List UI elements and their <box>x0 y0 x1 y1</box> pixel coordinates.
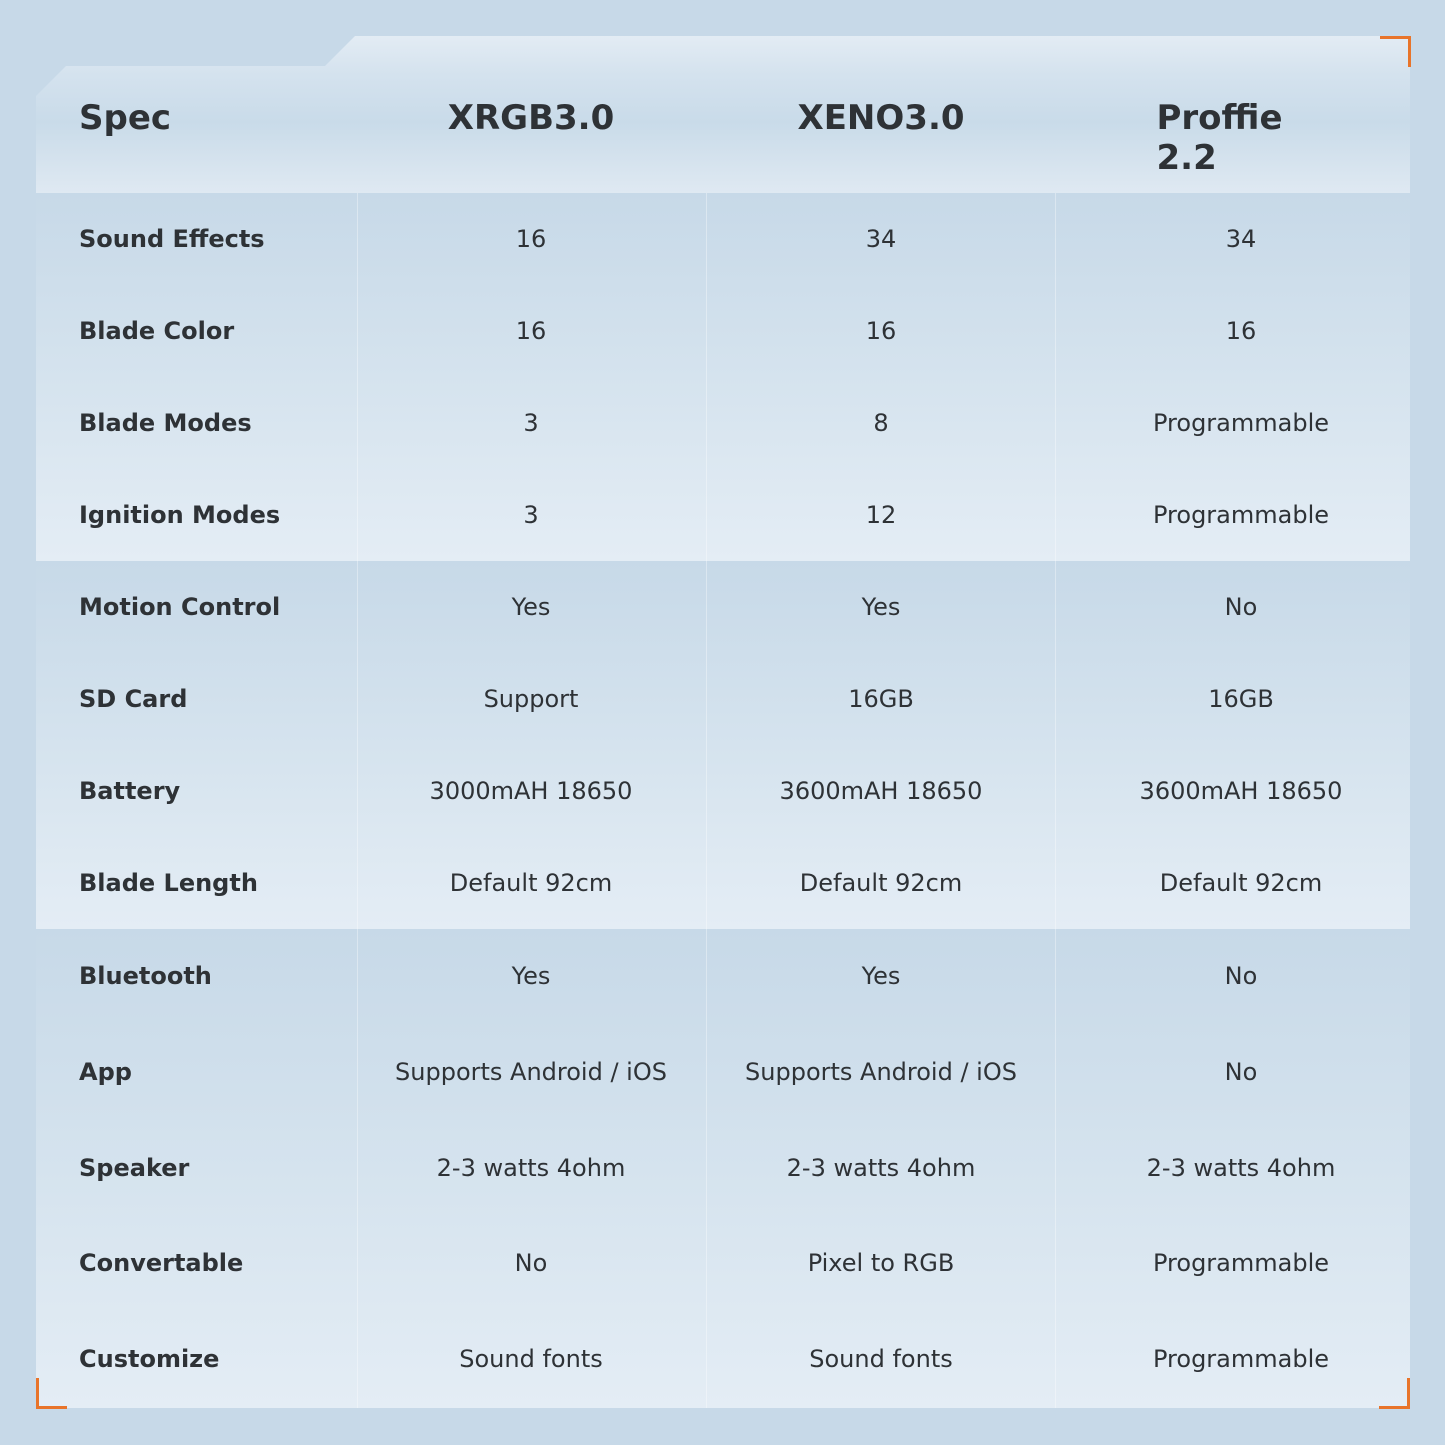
spec-value: 16 <box>1225 317 1257 345</box>
spec-label: SD Card <box>79 685 188 713</box>
spec-value: Sound fonts <box>459 1345 603 1374</box>
spec-value: 34 <box>865 225 897 253</box>
table-row: Blade Length Default 92cm Default 92cm Defa… <box>36 837 1410 929</box>
spec-value: Programmable <box>1152 1345 1330 1374</box>
spec-label: Motion Control <box>79 593 281 621</box>
corner-accent-top-right <box>1380 36 1411 67</box>
column-divider <box>357 193 358 1408</box>
spec-value: 2-3 watts 4ohm <box>786 1153 976 1182</box>
spec-value: 2-3 watts 4ohm <box>1146 1153 1336 1182</box>
spec-value: Default 92cm <box>799 869 963 897</box>
table-row: Customize Sound fonts Sound fonts Programma… <box>36 1312 1410 1408</box>
header-spec: Spec <box>79 98 172 138</box>
spec-value: Supports Android / iOS <box>745 1057 1017 1086</box>
spec-value: 16GB <box>1208 685 1274 713</box>
spec-value: No <box>1224 1057 1258 1086</box>
table-row: Battery 3000mAH 18650 3600mAH 18650 3600mAH… <box>36 745 1410 837</box>
spec-value: Sound fonts <box>809 1345 953 1374</box>
spec-value: Yes <box>511 962 551 990</box>
spec-value: Support <box>483 685 579 713</box>
spec-label: Battery <box>79 777 181 805</box>
header-product-xrgb: XRGB3.0 <box>447 98 615 138</box>
spec-value: 3600mAH 18650 <box>779 777 983 805</box>
spec-label: Blade Modes <box>79 409 252 437</box>
table-row: Ignition Modes 3 12 Programmable <box>36 469 1410 561</box>
spec-value: 16 <box>515 225 547 253</box>
spec-value: 8 <box>873 409 889 437</box>
header-product-proffie: Proffie 2.2 <box>1156 98 1283 178</box>
spec-value: No <box>514 1249 548 1278</box>
spec-value: 34 <box>1225 225 1257 253</box>
table-row: Convertable No Pixel to RGB Programmable <box>36 1216 1410 1312</box>
spec-value: Programmable <box>1152 501 1330 529</box>
table-row: Speaker 2-3 watts 4ohm 2-3 watts 4ohm 2-3 w… <box>36 1121 1410 1217</box>
table-row: Blade Modes 3 8 Programmable <box>36 377 1410 469</box>
spec-value: 16 <box>515 317 547 345</box>
spec-value: No <box>1224 962 1258 990</box>
spec-comparison-table: Spec XRGB3.0 XENO3.0 Proffie 2.2 Sound E… <box>36 36 1410 1408</box>
spec-value: Supports Android / iOS <box>395 1057 667 1086</box>
spec-label: Bluetooth <box>79 962 212 990</box>
spec-value: Pixel to RGB <box>807 1249 955 1278</box>
header-product-xeno: XENO3.0 <box>797 98 965 138</box>
table-header: Spec XRGB3.0 XENO3.0 Proffie 2.2 <box>36 36 1410 194</box>
table-row: Blade Color 16 16 16 <box>36 285 1410 377</box>
spec-value: Default 92cm <box>449 869 613 897</box>
column-divider <box>706 193 707 1408</box>
spec-label: Blade Color <box>79 317 235 345</box>
spec-value: 16GB <box>848 685 914 713</box>
spec-label: Convertable <box>79 1249 244 1278</box>
spec-label: Speaker <box>79 1153 190 1182</box>
spec-value: 3600mAH 18650 <box>1139 777 1343 805</box>
row-group <box>36 929 1410 1408</box>
spec-value: Yes <box>861 962 901 990</box>
table-row: Sound Effects 16 34 34 <box>36 193 1410 285</box>
table-row: SD Card Support 16GB 16GB <box>36 653 1410 745</box>
table-row: Bluetooth Yes Yes No <box>36 929 1410 1025</box>
row-group <box>36 561 1410 929</box>
spec-value: 16 <box>865 317 897 345</box>
spec-value: 3 <box>523 409 539 437</box>
spec-label: Customize <box>79 1345 220 1374</box>
spec-value: Yes <box>861 593 901 621</box>
spec-label: App <box>79 1057 132 1086</box>
spec-value: Yes <box>511 593 551 621</box>
spec-value: 3000mAH 18650 <box>429 777 633 805</box>
column-divider <box>1055 193 1056 1408</box>
spec-value: Default 92cm <box>1159 869 1323 897</box>
row-group <box>36 193 1410 561</box>
spec-value: 3 <box>523 501 539 529</box>
spec-label: Sound Effects <box>79 225 265 253</box>
spec-label: Ignition Modes <box>79 501 281 529</box>
corner-accent-bottom-right <box>1379 1378 1410 1409</box>
spec-value: No <box>1224 593 1258 621</box>
spec-value: 2-3 watts 4ohm <box>436 1153 626 1182</box>
table-row: App Supports Android / iOS Supports Androi… <box>36 1025 1410 1121</box>
corner-accent-bottom-left <box>36 1378 67 1409</box>
table-row: Motion Control Yes Yes No <box>36 561 1410 653</box>
spec-value: Programmable <box>1152 1249 1330 1278</box>
spec-value: 12 <box>865 501 897 529</box>
spec-label: Blade Length <box>79 869 258 897</box>
spec-value: Programmable <box>1152 409 1330 437</box>
